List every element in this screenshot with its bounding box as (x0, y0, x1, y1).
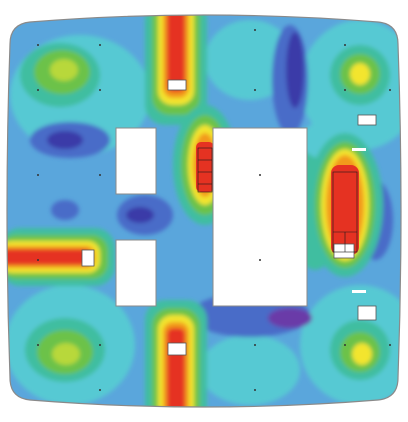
node (389, 344, 391, 346)
node (254, 29, 256, 31)
band-red-leftbeam (7, 249, 90, 265)
band-red-topcol (167, 15, 185, 92)
node (254, 344, 256, 346)
node (254, 389, 256, 391)
band-yellow-br (352, 343, 372, 365)
node (99, 174, 101, 176)
column-head-right (333, 243, 355, 259)
band-purple-2 (47, 131, 83, 149)
column-head-top (167, 79, 187, 91)
marker-right-bottom (357, 305, 377, 321)
band-red-botcol (167, 328, 185, 407)
node (37, 344, 39, 346)
node (99, 44, 101, 46)
column-heads (81, 79, 377, 356)
mesh-centercol (197, 147, 213, 193)
opening-center (212, 127, 308, 307)
band-cyan-6 (200, 335, 300, 405)
node (37, 44, 39, 46)
red-cores (196, 142, 359, 255)
node (99, 344, 101, 346)
node (37, 174, 39, 176)
band-purple-1 (286, 32, 304, 108)
column-head-bottom (167, 342, 187, 356)
band-yellow-tr (350, 63, 370, 85)
band-purple-4 (268, 308, 312, 328)
node (37, 259, 39, 261)
core-rightcol (331, 165, 359, 255)
mesh-nodes (37, 29, 391, 391)
mesh-lines (197, 147, 358, 253)
marker-right-mid2 (352, 290, 366, 293)
band-blue-6 (51, 200, 79, 220)
column-head-left (81, 249, 95, 267)
opening-lower-left (115, 239, 157, 307)
node (254, 89, 256, 91)
node (99, 89, 101, 91)
band-purple-3 (126, 207, 154, 223)
node (259, 174, 261, 176)
marker-right-mid1 (352, 148, 366, 151)
node (99, 389, 101, 391)
band-lime-tl (50, 59, 78, 81)
node (344, 89, 346, 91)
core-centercol (196, 142, 214, 192)
band-lime-bl (52, 343, 80, 365)
node (259, 259, 261, 261)
opening-upper-left (115, 127, 157, 195)
marker-right-top (357, 114, 377, 126)
slab-outline (6, 14, 402, 408)
node (344, 344, 346, 346)
openings (115, 127, 308, 307)
node (344, 44, 346, 46)
node (389, 89, 391, 91)
node (37, 89, 39, 91)
